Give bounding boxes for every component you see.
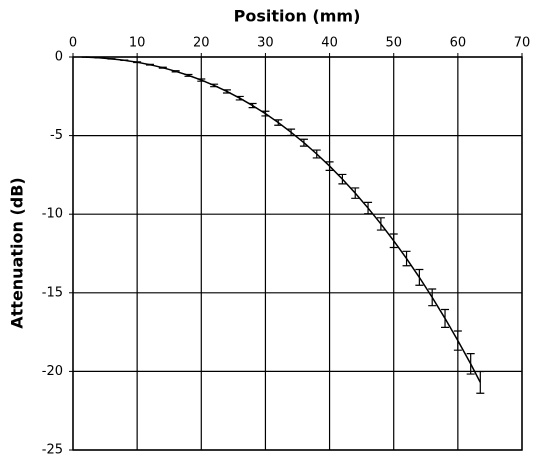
error-bar bbox=[389, 233, 398, 249]
x-tick-label: 40 bbox=[321, 36, 338, 51]
x-tick-label: 0 bbox=[69, 36, 77, 51]
error-bar bbox=[476, 370, 485, 394]
error-bar bbox=[248, 102, 257, 109]
x-tick-label: 50 bbox=[385, 36, 402, 51]
error-bar bbox=[312, 149, 321, 159]
error-bar bbox=[376, 217, 385, 231]
error-bar bbox=[325, 161, 334, 171]
error-bar bbox=[261, 110, 270, 117]
x-tick-label: 70 bbox=[514, 36, 531, 51]
error-bar bbox=[351, 187, 360, 199]
error-bar bbox=[299, 138, 308, 147]
y-tick-label: -20 bbox=[42, 364, 63, 379]
error-bar bbox=[158, 66, 167, 69]
y-tick-label: -15 bbox=[42, 285, 63, 300]
error-bar bbox=[145, 63, 154, 66]
y-tick-label: 0 bbox=[55, 50, 63, 65]
error-bar bbox=[453, 330, 462, 351]
error-bar bbox=[338, 173, 347, 185]
error-bar bbox=[287, 128, 296, 137]
error-bar bbox=[274, 119, 283, 126]
error-bar bbox=[210, 83, 219, 88]
error-bar bbox=[428, 288, 437, 307]
x-tick-label: 20 bbox=[193, 36, 210, 51]
x-axis-label: Position (mm) bbox=[234, 7, 361, 26]
error-bar bbox=[171, 70, 180, 73]
x-tick-label: 60 bbox=[450, 36, 467, 51]
error-bar bbox=[184, 73, 193, 77]
error-bar bbox=[441, 308, 450, 328]
x-tick-label: 10 bbox=[129, 36, 146, 51]
error-bar bbox=[222, 89, 231, 94]
error-bar bbox=[466, 353, 475, 375]
data-line bbox=[85, 56, 481, 383]
error-bar bbox=[364, 201, 373, 215]
error-bar bbox=[415, 268, 424, 286]
error-bar bbox=[235, 95, 244, 101]
y-tick-label: -5 bbox=[50, 128, 63, 143]
x-tick-label: 30 bbox=[257, 36, 274, 51]
y-axis-label: Attenuation (dB) bbox=[8, 177, 27, 328]
error-bar bbox=[197, 78, 206, 82]
plot-frame bbox=[72, 56, 523, 451]
error-bar bbox=[133, 61, 142, 64]
error-bar bbox=[402, 250, 411, 267]
y-tick-label: -25 bbox=[42, 443, 63, 458]
y-tick-label: -10 bbox=[42, 207, 63, 222]
